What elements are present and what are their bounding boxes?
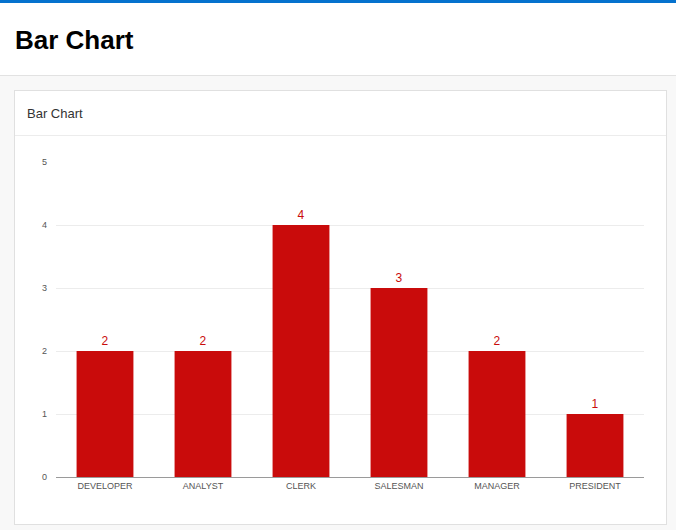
svg-text:1: 1: [592, 397, 599, 411]
svg-text:3: 3: [396, 271, 403, 285]
svg-text:MANAGER: MANAGER: [474, 481, 520, 491]
svg-text:5: 5: [42, 157, 47, 167]
svg-text:4: 4: [298, 208, 305, 222]
svg-text:2: 2: [42, 346, 47, 356]
svg-text:3: 3: [42, 283, 47, 293]
svg-text:0: 0: [42, 472, 47, 482]
svg-text:2: 2: [200, 334, 207, 348]
svg-text:2: 2: [102, 334, 109, 348]
svg-text:2: 2: [494, 334, 501, 348]
svg-text:DEVELOPER: DEVELOPER: [77, 481, 133, 491]
svg-text:CLERK: CLERK: [286, 481, 316, 491]
html-text:Bar Chart: Bar Chart: [15, 25, 134, 55]
html-text:Bar Chart: Bar Chart: [27, 106, 83, 121]
svg-text:PRESIDENT: PRESIDENT: [569, 481, 621, 491]
svg-text:1: 1: [42, 409, 47, 419]
svg-text:SALESMAN: SALESMAN: [374, 481, 423, 491]
svg-text:4: 4: [42, 220, 47, 230]
svg-text:ANALYST: ANALYST: [183, 481, 224, 491]
